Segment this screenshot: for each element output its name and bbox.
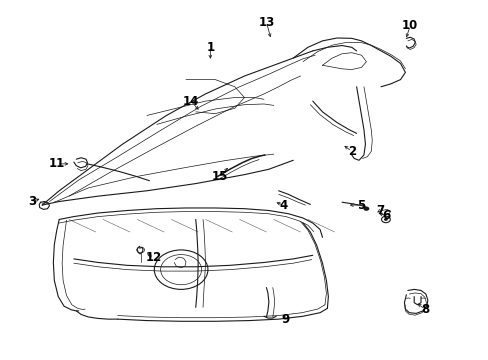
Text: 7: 7 xyxy=(375,204,384,217)
Text: 8: 8 xyxy=(420,303,428,316)
Text: 6: 6 xyxy=(381,210,389,222)
Text: 4: 4 xyxy=(279,199,287,212)
Text: 15: 15 xyxy=(211,170,228,183)
Circle shape xyxy=(383,218,387,221)
Text: 9: 9 xyxy=(281,313,289,327)
Text: 1: 1 xyxy=(206,41,214,54)
Text: 10: 10 xyxy=(401,19,418,32)
Text: 13: 13 xyxy=(258,16,274,29)
Text: 2: 2 xyxy=(347,145,355,158)
Text: 12: 12 xyxy=(146,251,162,264)
Text: 14: 14 xyxy=(183,95,199,108)
Text: 5: 5 xyxy=(357,199,365,212)
Text: 11: 11 xyxy=(48,157,65,170)
Text: 3: 3 xyxy=(28,195,37,208)
Circle shape xyxy=(363,207,368,211)
